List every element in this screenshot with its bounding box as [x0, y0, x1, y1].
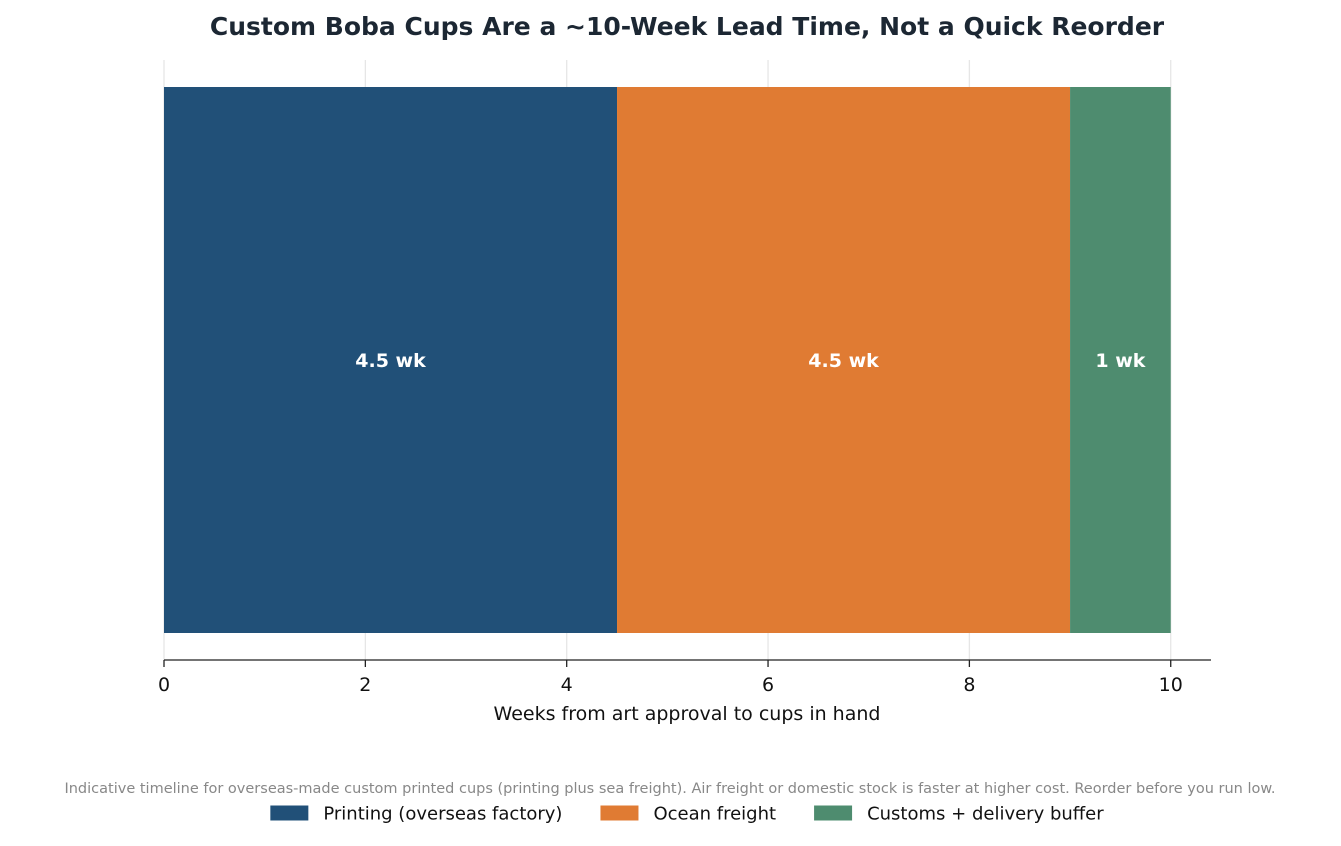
footnote: Indicative timeline for overseas-made cu…	[64, 781, 1275, 797]
x-tick-label: 4	[561, 674, 573, 696]
legend-swatch-3	[814, 805, 853, 821]
bar-segment-3	[1070, 87, 1171, 633]
legend-swatch-2	[600, 805, 639, 821]
stacked-bar: 4.5 wk 4.5 wk 1 wk	[164, 87, 1171, 633]
bar-segment-1	[164, 87, 618, 633]
legend-label-3: Customs + delivery buffer	[867, 804, 1104, 825]
x-tick-label: 6	[762, 674, 774, 696]
bar-segment-label-2: 4.5 wk	[808, 350, 879, 372]
x-tick-label: 10	[1159, 674, 1183, 696]
x-axis-ticks: 0 2 4 6 8 10	[158, 660, 1183, 696]
bar-segment-label-3: 1 wk	[1095, 350, 1145, 372]
x-tick-label: 8	[963, 674, 975, 696]
bar-segment-2	[617, 87, 1071, 633]
legend-swatch-1	[270, 805, 309, 821]
legend: Printing (overseas factory) Ocean freight…	[270, 804, 1104, 825]
chart-title: Custom Boba Cups Are a ~10-Week Lead Tim…	[210, 12, 1165, 41]
legend-label-2: Ocean freight	[653, 804, 776, 825]
x-tick-label: 2	[359, 674, 371, 696]
legend-label-1: Printing (overseas factory)	[323, 804, 562, 825]
x-axis-label: Weeks from art approval to cups in hand	[494, 703, 881, 725]
bar-segment-label-1: 4.5 wk	[355, 350, 426, 372]
x-tick-label: 0	[158, 674, 170, 696]
